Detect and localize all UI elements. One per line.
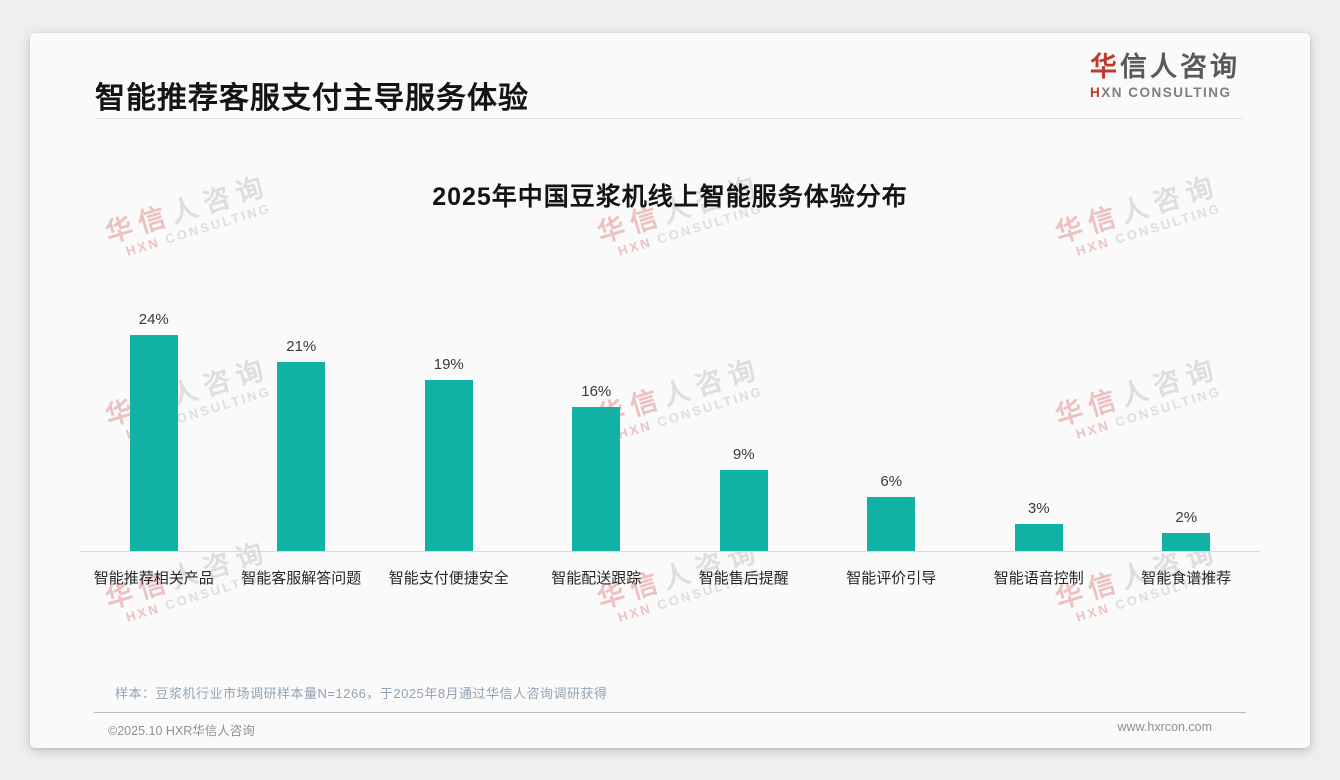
bar-chart-plot: 24% 21% 19% 16% 9% 6% 3% 2% (80, 309, 1260, 551)
logo-en-accent: H (1090, 84, 1102, 100)
company-logo-cn: 华信人咨询 (1090, 52, 1240, 83)
bar (867, 497, 916, 551)
bar-slot: 16% (523, 309, 671, 551)
bar (424, 380, 473, 551)
bar-value-label: 21% (286, 338, 317, 355)
bar-value-label: 24% (138, 311, 169, 328)
bar-value-label: 19% (433, 356, 464, 373)
slide-card: 华信人咨询 HXN CONSULTING 华信人咨询 HXN CONSULTING 华信… (30, 33, 1310, 748)
logo-en-rest: XN CONSULTING (1101, 84, 1232, 100)
website-link[interactable]: www.hxrcon.com (1117, 720, 1212, 734)
logo-cn-rest: 信人咨询 (1120, 52, 1240, 82)
bar-category-label: 智能售后提醒 (698, 570, 789, 587)
bar-value-label: 9% (732, 446, 755, 463)
x-axis-line (80, 551, 1260, 552)
chart-title: 2025年中国豆浆机线上智能服务体验分布 (432, 183, 908, 211)
footer-divider (94, 712, 1246, 713)
bar (719, 470, 768, 551)
bar-slot: 6% (818, 309, 966, 551)
bar-value-label: 16% (581, 383, 612, 400)
bar (1014, 524, 1063, 551)
bar-value-label: 3% (1027, 500, 1050, 517)
bar-category-label: 智能推荐相关产品 (93, 570, 214, 587)
bar (572, 407, 621, 551)
bar-slot: 3% (965, 309, 1113, 551)
bar (277, 362, 326, 551)
bar (1162, 533, 1211, 551)
company-logo-en: HXN CONSULTING (1090, 85, 1240, 100)
bar-slot: 9% (670, 309, 818, 551)
bar-category-label: 智能配送跟踪 (551, 570, 642, 587)
logo-cn-accent: 华 (1090, 52, 1120, 82)
bar-category-label: 智能评价引导 (846, 570, 937, 587)
bar-category-label: 智能食谱推荐 (1141, 570, 1232, 587)
page-title: 智能推荐客服支付主导服务体验 (95, 82, 529, 115)
bar-category-label: 智能客服解答问题 (241, 570, 362, 587)
header-divider (95, 118, 1242, 119)
bar-slot: 19% (375, 309, 523, 551)
category-label-row: 智能推荐相关产品 智能客服解答问题 智能支付便捷安全 智能配送跟踪 智能售后提醒 智能评价… (80, 567, 1260, 588)
company-logo: 华信人咨询 HXN CONSULTING (1090, 52, 1240, 100)
copyright-text: ©2025.10 HXR华信人咨询 (108, 724, 255, 738)
bar-slot: 24% (80, 309, 228, 551)
bar-category-label: 智能支付便捷安全 (388, 570, 509, 587)
bar-value-label: 2% (1175, 509, 1198, 526)
bar-slot: 21% (228, 309, 376, 551)
bar-value-label: 6% (880, 473, 903, 490)
bar (129, 335, 178, 551)
sample-note: 样本：豆浆机行业市场调研样本量N=1266，于2025年8月通过华信人咨询调研获… (115, 686, 608, 701)
bar-category-label: 智能语音控制 (993, 570, 1084, 587)
bar-slot: 2% (1113, 309, 1261, 551)
